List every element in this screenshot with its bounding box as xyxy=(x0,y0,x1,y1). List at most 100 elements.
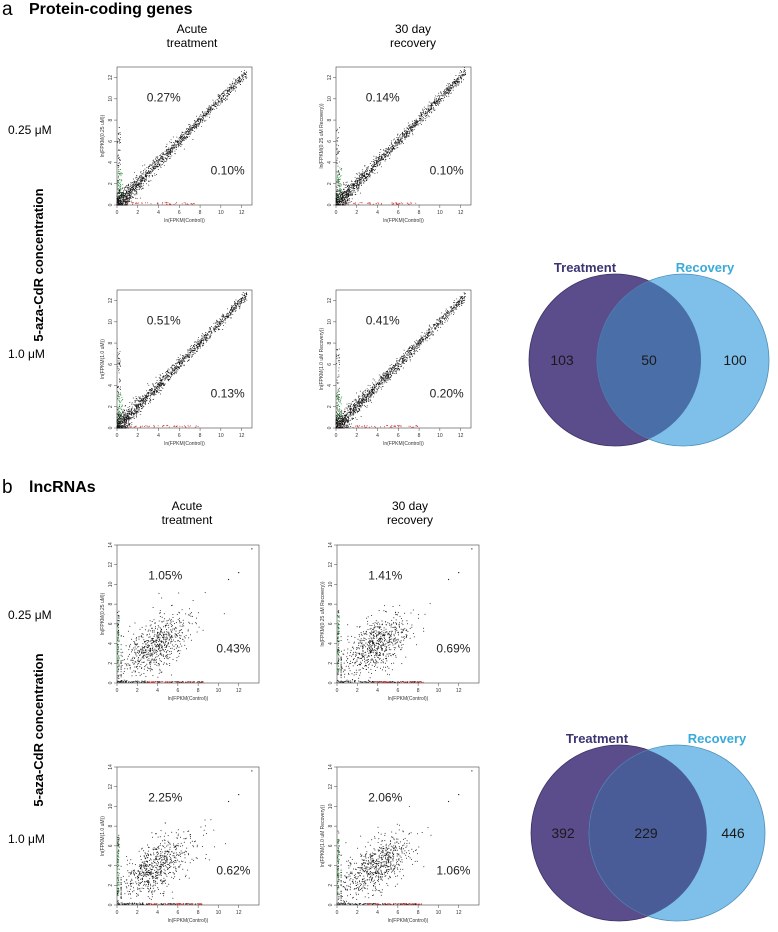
data-point xyxy=(229,313,231,315)
data-point xyxy=(191,203,193,205)
data-point xyxy=(361,177,363,179)
data-point xyxy=(350,187,352,188)
data-point xyxy=(459,72,461,74)
data-point xyxy=(172,149,174,151)
data-point xyxy=(246,292,248,294)
data-point xyxy=(338,171,340,173)
data-point xyxy=(167,376,169,378)
data-point xyxy=(208,110,209,112)
data-point xyxy=(452,86,454,88)
data-point xyxy=(419,116,421,118)
data-point xyxy=(147,393,149,395)
data-point xyxy=(349,201,351,203)
data-point xyxy=(174,145,176,147)
data-point xyxy=(180,361,181,363)
data-point xyxy=(427,107,429,109)
data-point xyxy=(210,333,212,335)
data-point xyxy=(448,93,450,95)
data-point xyxy=(396,144,398,146)
data-point xyxy=(420,112,421,114)
data-point xyxy=(229,83,231,85)
data-point xyxy=(144,399,146,401)
data-point xyxy=(122,194,124,196)
data-point xyxy=(385,157,387,159)
data-point xyxy=(336,154,338,155)
data-point xyxy=(137,180,139,182)
data-point xyxy=(201,125,203,127)
data-point xyxy=(427,108,429,110)
data-point xyxy=(341,196,343,198)
data-point xyxy=(186,133,188,135)
data-point xyxy=(171,374,173,376)
data-point xyxy=(395,144,397,146)
data-point xyxy=(150,394,152,396)
data-point xyxy=(167,202,169,204)
data-point xyxy=(221,315,223,317)
data-point xyxy=(416,123,418,125)
data-point xyxy=(169,156,171,158)
data-point xyxy=(134,185,136,187)
data-point xyxy=(148,172,150,174)
data-point xyxy=(230,311,232,313)
data-point xyxy=(146,176,148,178)
data-point xyxy=(126,427,128,429)
data-point xyxy=(149,400,151,402)
data-point xyxy=(137,179,139,181)
data-point xyxy=(144,164,146,166)
data-point xyxy=(402,140,403,142)
data-point xyxy=(215,102,217,104)
data-point xyxy=(388,149,390,151)
data-point xyxy=(193,203,194,205)
y-tick-label: 4 xyxy=(108,161,114,164)
data-point xyxy=(164,383,166,385)
data-point xyxy=(394,145,396,147)
data-point xyxy=(353,203,355,204)
data-point xyxy=(171,146,173,148)
data-point xyxy=(176,140,178,142)
data-point xyxy=(336,199,338,201)
data-point xyxy=(337,199,339,201)
data-point xyxy=(337,190,339,192)
data-point xyxy=(199,115,201,117)
data-point xyxy=(379,160,380,161)
data-point xyxy=(369,203,371,205)
data-point xyxy=(143,178,145,180)
data-point xyxy=(207,114,209,115)
x-tick-label: 6 xyxy=(178,433,181,439)
data-point xyxy=(133,178,135,180)
y-tick-label: 2 xyxy=(108,182,114,185)
data-point xyxy=(164,202,166,204)
data-point xyxy=(133,187,135,189)
data-point xyxy=(393,147,395,148)
data-point xyxy=(152,170,154,171)
data-point xyxy=(407,131,409,133)
data-point xyxy=(136,193,138,195)
data-point xyxy=(117,157,119,159)
data-point xyxy=(336,194,338,196)
data-point xyxy=(169,141,171,143)
data-point xyxy=(226,313,228,315)
data-point xyxy=(188,131,190,133)
data-point xyxy=(185,353,187,355)
data-point xyxy=(209,337,211,339)
data-point xyxy=(196,121,198,123)
data-point xyxy=(223,98,225,100)
data-point xyxy=(166,158,168,160)
data-point xyxy=(459,80,461,82)
data-point xyxy=(402,141,404,143)
data-point xyxy=(120,173,122,175)
data-point xyxy=(155,165,157,166)
data-point xyxy=(116,196,118,198)
data-point xyxy=(463,67,465,68)
data-point xyxy=(414,122,416,123)
data-point xyxy=(180,141,182,143)
data-point xyxy=(150,399,152,401)
data-point xyxy=(176,146,178,148)
data-point xyxy=(145,400,147,402)
data-point xyxy=(175,369,177,371)
data-point xyxy=(160,390,162,392)
data-point xyxy=(436,105,437,107)
data-point xyxy=(152,391,154,393)
data-point xyxy=(117,188,119,190)
data-point xyxy=(130,198,132,200)
